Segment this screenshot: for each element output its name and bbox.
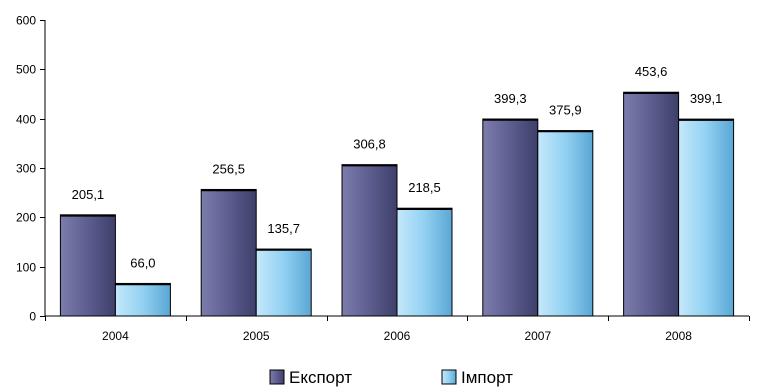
legend-swatch-export	[269, 369, 285, 385]
data-label-import-2005: 135,7	[267, 221, 300, 236]
y-tick-label: 200	[16, 211, 36, 225]
y-tick-label: 100	[16, 261, 36, 275]
y-tick-label: 300	[16, 162, 36, 176]
bar-import-2006[interactable]	[396, 207, 453, 317]
data-label-import-2007: 375,9	[549, 103, 582, 118]
legend-label-export: Експорт	[289, 368, 352, 387]
bar-import-2005[interactable]	[255, 248, 312, 317]
x-axis-ticks: 2004 2005 2006 2007 2008	[45, 316, 750, 343]
bar-export-2005[interactable]	[200, 188, 257, 317]
bar-export-2006[interactable]	[341, 164, 398, 317]
x-tick-label: 2005	[243, 329, 270, 343]
bar-import-2004[interactable]	[114, 282, 171, 317]
y-axis-ticks: 0 100 200 300 400 500 600	[16, 14, 45, 324]
data-label-export-2006: 306,8	[353, 137, 386, 152]
bar-import-2007[interactable]	[537, 130, 594, 317]
data-label-export-2005: 256,5	[212, 161, 245, 176]
data-label-export-2007: 399,3	[494, 91, 527, 106]
data-label-export-2004: 205,1	[72, 187, 105, 202]
data-label-import-2004: 66,0	[130, 255, 155, 270]
bar-export-2007[interactable]	[482, 118, 539, 317]
legend-item-export[interactable]: Експорт	[269, 368, 352, 387]
bar-export-2004[interactable]	[59, 214, 116, 317]
x-tick-label: 2007	[524, 329, 551, 343]
y-tick-label: 600	[16, 14, 36, 28]
legend-swatch-import	[441, 369, 457, 385]
x-tick-label: 2006	[384, 329, 411, 343]
x-tick-label: 2004	[102, 329, 129, 343]
legend-item-import[interactable]: Імпорт	[441, 368, 513, 387]
data-label-import-2006: 218,5	[408, 180, 441, 195]
x-tick-label: 2008	[665, 329, 692, 343]
bar-import-2008[interactable]	[678, 118, 735, 317]
data-labels-layer: 205,1 66,0 256,5 135,7 306,8 218,5 399,3 375,9 4…	[72, 64, 723, 270]
bar-export-2008[interactable]	[623, 91, 680, 317]
bars-layer	[59, 91, 735, 317]
data-label-export-2008: 453,6	[635, 64, 668, 79]
y-tick-label: 400	[16, 113, 36, 127]
legend: Експорт Імпорт	[269, 368, 513, 387]
legend-label-import: Імпорт	[461, 368, 513, 387]
y-tick-label: 500	[16, 63, 36, 77]
data-label-import-2008: 399,1	[690, 91, 723, 106]
y-tick-label: 0	[29, 310, 36, 324]
